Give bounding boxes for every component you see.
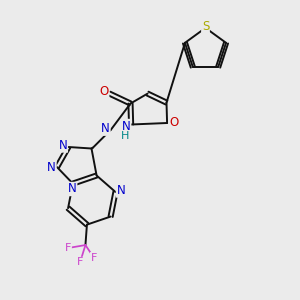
Text: N: N bbox=[122, 119, 131, 133]
Text: S: S bbox=[202, 20, 209, 33]
Text: N: N bbox=[68, 182, 77, 196]
Text: F: F bbox=[77, 257, 83, 267]
Text: F: F bbox=[91, 253, 97, 262]
Text: O: O bbox=[169, 116, 178, 130]
Text: N: N bbox=[58, 139, 68, 152]
Text: N: N bbox=[47, 160, 56, 174]
Text: H: H bbox=[121, 131, 130, 141]
Text: O: O bbox=[100, 85, 109, 98]
Text: N: N bbox=[116, 184, 125, 197]
Text: N: N bbox=[101, 122, 110, 135]
Text: F: F bbox=[65, 243, 71, 253]
